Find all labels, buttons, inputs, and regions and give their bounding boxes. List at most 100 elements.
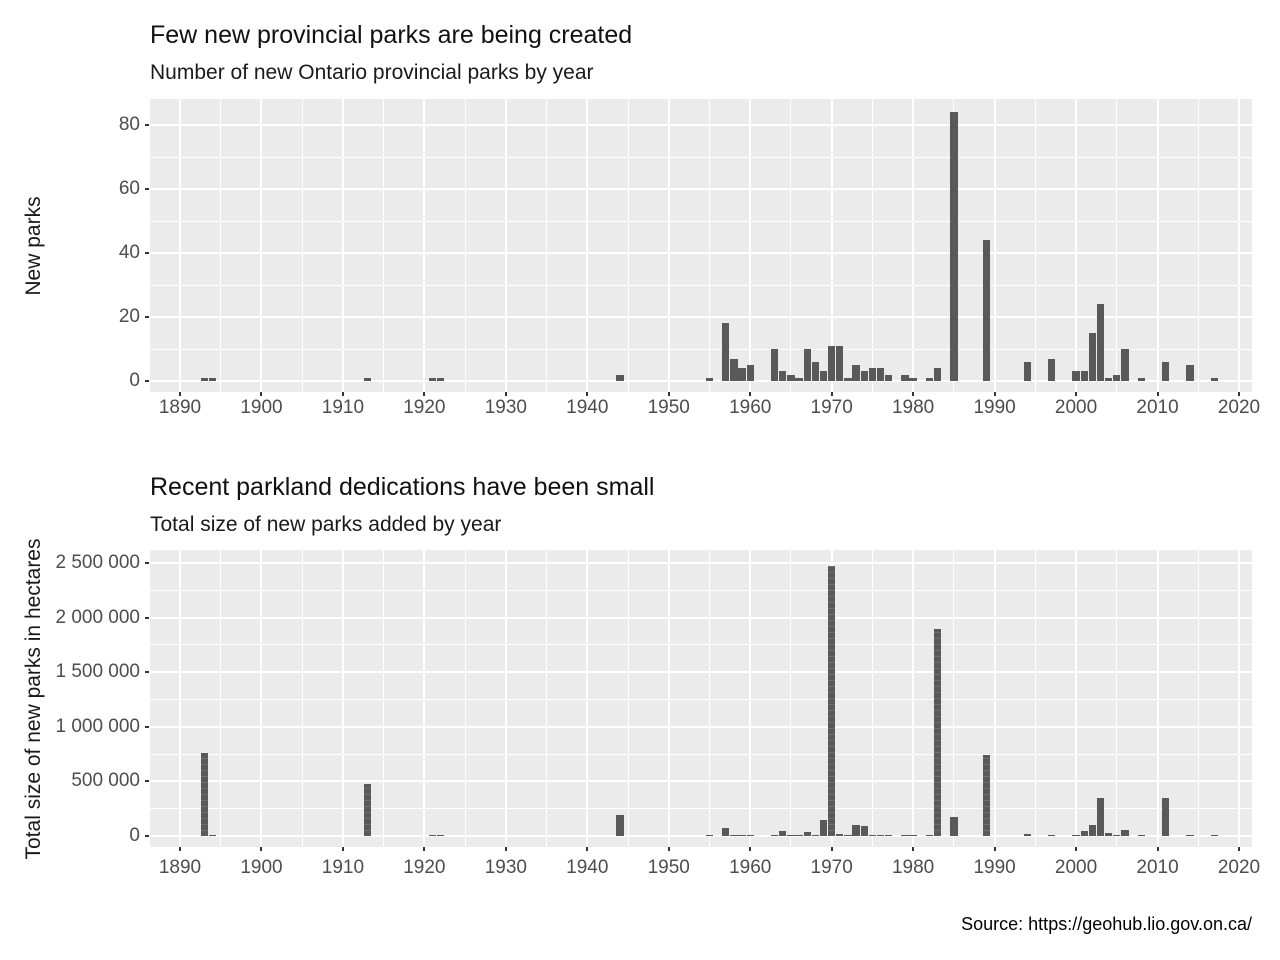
bar-1959 — [738, 368, 746, 381]
x-tick-label-2010: 2010 — [1136, 397, 1179, 418]
gridline-x-minor — [220, 550, 222, 847]
bar-1893 — [200, 377, 209, 381]
x-tick-2020 — [1237, 392, 1240, 396]
bar-1968 — [811, 835, 820, 836]
source-note: Source: https://geohub.lio.gov.on.ca/ — [961, 914, 1252, 934]
bar-2005 — [1113, 835, 1121, 836]
bar-2003 — [1096, 304, 1105, 381]
gridline-y-major — [150, 252, 1252, 254]
bar-1960 — [746, 835, 754, 836]
x-tick-label-2010: 2010 — [1136, 857, 1179, 878]
bar-1989 — [982, 240, 991, 381]
gridline-y-major — [150, 835, 1252, 837]
bar-1894 — [208, 377, 217, 381]
x-tick-2010 — [1156, 847, 1159, 851]
x-tick-1940 — [586, 392, 589, 396]
bar-1994 — [1023, 361, 1031, 381]
y-tick-1000000 — [145, 725, 149, 728]
x-tick-1970 — [830, 392, 833, 396]
x-tick-label-1910: 1910 — [321, 397, 365, 418]
bar-2017 — [1210, 835, 1219, 836]
x-tick-1980 — [912, 392, 915, 396]
gridline-y-minor — [150, 284, 1252, 286]
gridline-y-minor — [150, 644, 1252, 646]
bar-2014 — [1186, 365, 1194, 381]
gridline-x-major — [912, 99, 915, 392]
y-tick-60 — [145, 188, 149, 190]
gridline-x-minor — [301, 99, 303, 392]
x-tick-label-1970: 1970 — [810, 857, 853, 878]
bar-1982 — [925, 377, 934, 381]
gridline-x-minor — [383, 99, 385, 392]
bar-1957 — [722, 323, 730, 381]
bar-1972 — [844, 835, 852, 836]
y-tick-2500000 — [145, 562, 149, 564]
x-tick-2020 — [1237, 847, 1240, 851]
bar-1964 — [779, 371, 787, 381]
gridline-y-major — [150, 188, 1252, 190]
gridline-x-minor — [1034, 550, 1036, 847]
bar-1958 — [730, 834, 738, 836]
bar-1980 — [909, 377, 917, 381]
bar-1955 — [705, 377, 714, 381]
x-tick-label-1990: 1990 — [973, 857, 1016, 878]
x-tick-1940 — [586, 847, 589, 851]
bar-1963 — [771, 349, 779, 381]
gridline-y-minor — [150, 348, 1252, 350]
x-tick-label-2020: 2020 — [1217, 857, 1261, 878]
gridline-y-minor — [150, 699, 1252, 700]
x-tick-1890 — [179, 392, 181, 396]
x-tick-1930 — [504, 392, 507, 396]
bar-1967 — [803, 832, 811, 836]
gridline-x-minor — [1116, 99, 1118, 392]
bar-1973 — [852, 365, 860, 381]
x-tick-label-1930: 1930 — [484, 397, 527, 418]
gridline-y-minor — [150, 589, 1252, 591]
gridline-y-minor — [150, 753, 1252, 755]
bar-1894 — [208, 835, 217, 836]
x-tick-label-1970: 1970 — [810, 397, 853, 418]
bar-1982 — [925, 835, 934, 836]
y-tick-1500000 — [145, 671, 149, 674]
y-tick-label-1500000: 1 500 000 — [55, 661, 140, 683]
y-tick-label-500000: 500 000 — [71, 770, 140, 792]
y-tick-2000000 — [145, 616, 149, 619]
bar-1969 — [819, 819, 828, 836]
bar-1971 — [836, 345, 844, 381]
y-tick-label-20: 20 — [118, 306, 140, 327]
bar-2011 — [1162, 797, 1170, 836]
bar-1957 — [722, 827, 730, 836]
x-tick-label-1980: 1980 — [891, 857, 935, 878]
gridline-x-major — [912, 550, 915, 847]
x-tick-label-1920: 1920 — [403, 397, 446, 418]
gridline-x-minor — [790, 99, 792, 392]
x-tick-label-1950: 1950 — [647, 397, 690, 418]
gridline-y-major — [150, 616, 1252, 619]
x-tick-1960 — [749, 847, 752, 851]
gridline-y-minor — [150, 220, 1252, 222]
bar-1970 — [828, 566, 836, 836]
x-tick-1950 — [667, 392, 670, 396]
gridline-x-major — [341, 99, 344, 392]
gridline-y-major — [150, 725, 1252, 728]
bar-1967 — [803, 349, 811, 381]
gridline-y-minor — [150, 808, 1252, 810]
bar-1976 — [876, 368, 885, 381]
bar-1959 — [738, 835, 746, 836]
x-tick-1950 — [667, 847, 670, 851]
x-tick-label-2000: 2000 — [1054, 857, 1098, 878]
bar-1965 — [787, 374, 795, 381]
gridline-x-minor — [464, 99, 466, 392]
gridline-x-major — [179, 550, 181, 847]
x-tick-label-1960: 1960 — [729, 397, 772, 418]
gridline-y-major — [150, 780, 1252, 783]
y-tick-80 — [145, 124, 149, 126]
x-tick-2000 — [1075, 392, 1078, 396]
bar-1921 — [428, 835, 437, 836]
x-tick-label-1980: 1980 — [891, 397, 935, 418]
gridline-x-major — [586, 99, 589, 392]
y-tick-label-80: 80 — [118, 114, 140, 135]
bar-1960 — [746, 365, 754, 381]
bar-1976 — [876, 835, 885, 836]
gridline-x-major — [260, 550, 263, 847]
